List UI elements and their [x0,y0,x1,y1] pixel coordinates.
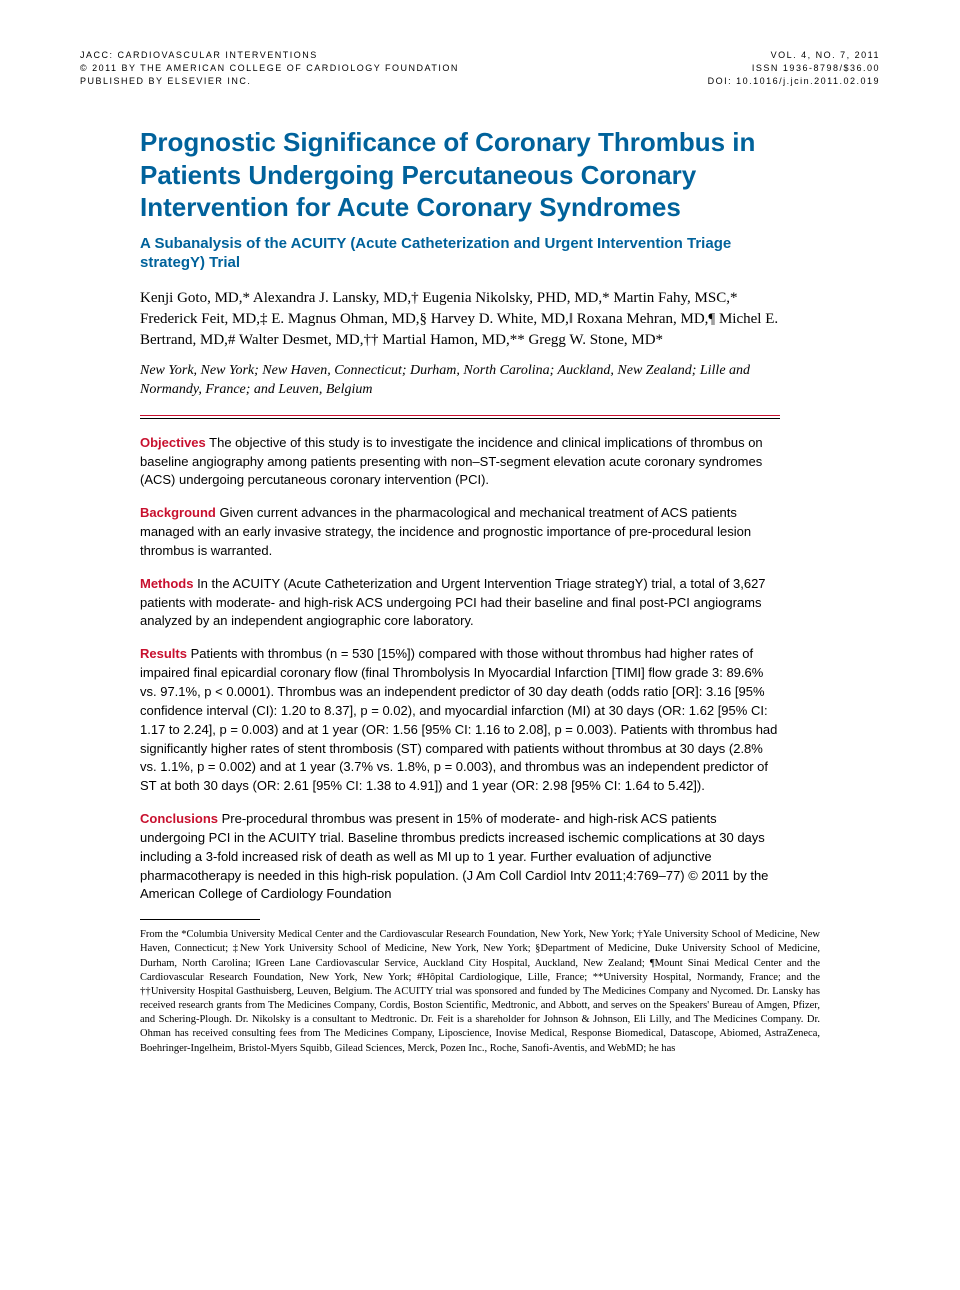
article-subtitle: A Subanalysis of the ACUITY (Acute Cathe… [140,234,780,273]
abstract-objectives: Objectives The objective of this study i… [140,434,780,491]
methods-text: In the ACUITY (Acute Catheterization and… [140,576,766,629]
conclusions-label: Conclusions [140,811,218,826]
issn-line: ISSN 1936-8798/$36.00 [752,63,880,73]
author-list: Kenji Goto, MD,* Alexandra J. Lansky, MD… [140,288,780,351]
journal-header-row-3: PUBLISHED BY ELSEVIER INC. DOI: 10.1016/… [80,76,880,86]
abstract-results: Results Patients with thrombus (n = 530 … [140,645,780,796]
divider-red [140,415,780,416]
affiliation-list: New York, New York; New Haven, Connectic… [140,361,780,400]
title-block: Prognostic Significance of Coronary Thro… [140,126,780,419]
results-label: Results [140,646,187,661]
journal-header-row-1: JACC: CARDIOVASCULAR INTERVENTIONS VOL. … [80,50,880,60]
divider-black [140,418,780,419]
article-title: Prognostic Significance of Coronary Thro… [140,126,780,224]
methods-label: Methods [140,576,193,591]
footer-divider [140,919,260,920]
volume-issue: VOL. 4, NO. 7, 2011 [771,50,880,60]
objectives-label: Objectives [140,435,206,450]
results-text: Patients with thrombus (n = 530 [15%]) c… [140,646,777,793]
abstract-block: Objectives The objective of this study i… [140,434,780,905]
journal-name: JACC: CARDIOVASCULAR INTERVENTIONS [80,50,318,60]
publisher-line: PUBLISHED BY ELSEVIER INC. [80,76,251,86]
abstract-conclusions: Conclusions Pre-procedural thrombus was … [140,810,780,904]
abstract-background: Background Given current advances in the… [140,504,780,561]
conclusions-text: Pre-procedural thrombus was present in 1… [140,811,768,901]
doi-line: DOI: 10.1016/j.jcin.2011.02.019 [708,76,880,86]
background-label: Background [140,505,216,520]
background-text: Given current advances in the pharmacolo… [140,505,751,558]
copyright-line: © 2011 BY THE AMERICAN COLLEGE OF CARDIO… [80,63,459,73]
footer-affiliations: From the *Columbia University Medical Ce… [140,928,820,1056]
objectives-text: The objective of this study is to invest… [140,435,763,488]
abstract-methods: Methods In the ACUITY (Acute Catheteriza… [140,575,780,632]
journal-header-row-2: © 2011 BY THE AMERICAN COLLEGE OF CARDIO… [80,63,880,73]
